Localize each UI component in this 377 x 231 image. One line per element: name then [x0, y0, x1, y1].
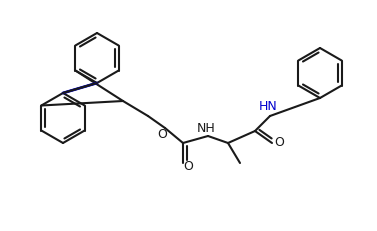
Text: HN: HN: [259, 100, 277, 113]
Text: O: O: [183, 159, 193, 173]
Text: O: O: [157, 128, 167, 142]
Text: O: O: [274, 136, 284, 149]
Text: NH: NH: [197, 122, 215, 134]
